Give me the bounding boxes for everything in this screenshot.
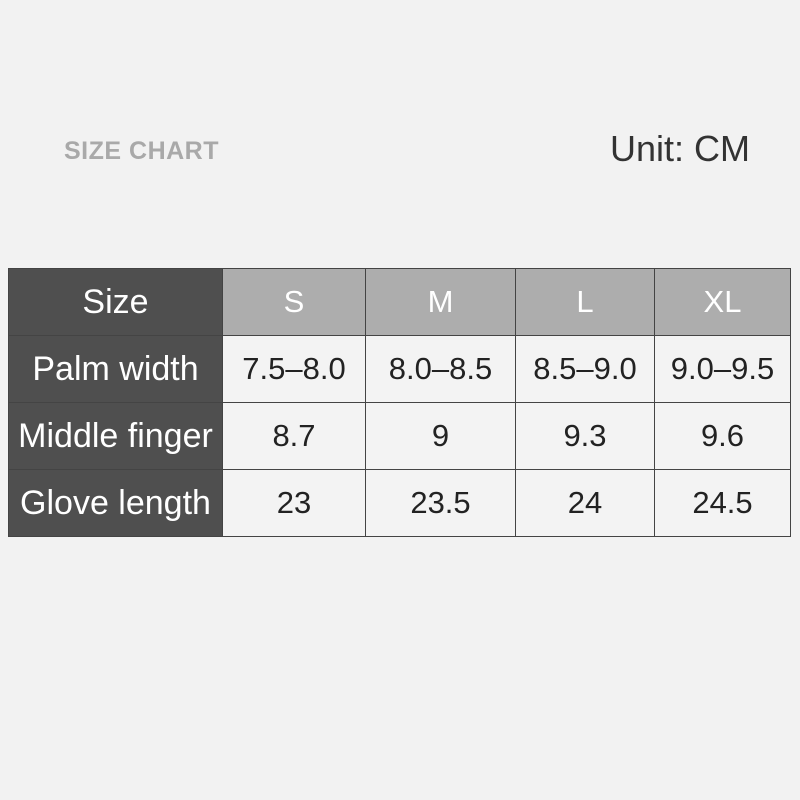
table-cell: 8.7	[222, 402, 366, 470]
column-header: M	[365, 268, 516, 336]
size-chart-title: SIZE CHART	[64, 137, 219, 165]
table-row: Glove length 23 23.5 24 24.5	[8, 469, 791, 537]
table-cell: 7.5–8.0	[222, 335, 366, 403]
column-header: S	[222, 268, 366, 336]
table-cell: 9	[365, 402, 516, 470]
unit-label: Unit: CM	[609, 128, 750, 169]
column-header: L	[515, 268, 655, 336]
table-cell: 8.0–8.5	[365, 335, 516, 403]
row-header: Palm width	[8, 335, 223, 403]
row-header: Glove length	[8, 469, 223, 537]
table-cell: 9.0–9.5	[654, 335, 791, 403]
table-cell: 24	[515, 469, 655, 537]
table-row: Middle finger 8.7 9 9.3 9.6	[8, 402, 791, 470]
table-row: Palm width 7.5–8.0 8.0–8.5 8.5–9.0 9.0–9…	[8, 335, 791, 403]
table-cell: 8.5–9.0	[515, 335, 655, 403]
column-header: XL	[654, 268, 791, 336]
table-header-row: Size S M L XL	[8, 268, 791, 336]
row-header: Middle finger	[8, 402, 223, 470]
size-table: Size S M L XL Palm width 7.5–8.0 8.0–8.5…	[8, 268, 791, 537]
corner-header: Size	[8, 268, 223, 336]
table-cell: 9.3	[515, 402, 655, 470]
table-cell: 9.6	[654, 402, 791, 470]
table-cell: 23	[222, 469, 366, 537]
table-cell: 23.5	[365, 469, 516, 537]
table-cell: 24.5	[654, 469, 791, 537]
